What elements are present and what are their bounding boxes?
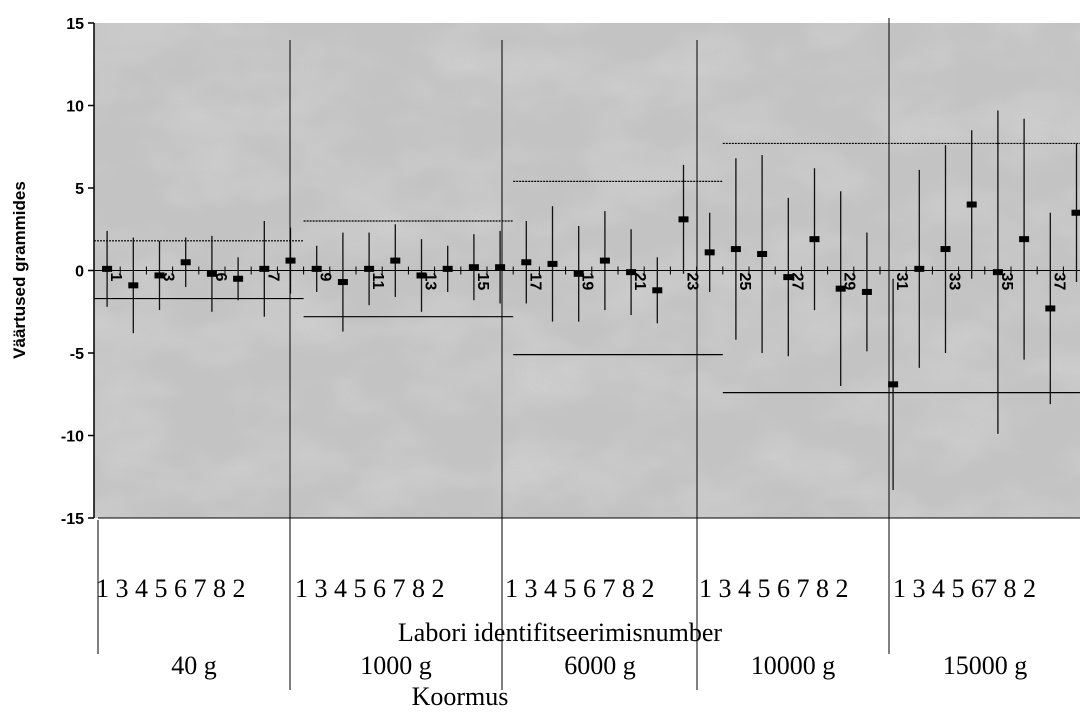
x-tick-label: 3 <box>160 273 177 282</box>
data-point-30 <box>861 288 872 295</box>
data-point-18 <box>547 260 558 267</box>
x-tick-label: 35 <box>998 273 1015 291</box>
lab-axis-label: Labori identifitseerimisnumber <box>398 618 723 647</box>
data-point-28 <box>809 236 820 243</box>
y-tick-label: -15 <box>61 511 84 528</box>
y-axis: 15 10 5 0 -5 -10 -15 <box>61 16 95 528</box>
data-point-31 <box>888 381 899 388</box>
data-point-13 <box>416 272 427 279</box>
x-tick-label: 11 <box>369 273 386 290</box>
data-point-4 <box>180 259 191 266</box>
data-point-22 <box>652 287 663 294</box>
data-point-29 <box>835 285 846 292</box>
data-point-26 <box>757 251 768 257</box>
x-tick-label: 23 <box>684 273 701 291</box>
y-tick-label: -5 <box>70 346 84 363</box>
lab-id-row-5: 1 3 4 5 67 8 2 <box>893 574 1036 603</box>
lab-id-row-3: 1 3 4 5 6 7 8 2 <box>505 574 655 603</box>
data-point-37 <box>1045 305 1056 312</box>
lab-id-row-4: 1 3 4 5 6 7 8 2 <box>699 574 849 603</box>
data-point-12 <box>390 257 401 264</box>
load-group-label-4: 10000 g <box>751 651 836 680</box>
load-group-label-5: 15000 g <box>943 651 1028 680</box>
data-point-7 <box>259 265 270 272</box>
data-point-10 <box>337 279 348 286</box>
x-tick-label: 33 <box>946 273 963 291</box>
x-tick-label: 9 <box>317 273 334 282</box>
x-tick-label: 15 <box>474 273 491 291</box>
y-tick-label: 0 <box>75 264 84 281</box>
y-axis-label: Väärtused grammides <box>10 181 29 359</box>
x-tick-label: 37 <box>1050 273 1067 291</box>
y-tick-label: -10 <box>61 429 84 446</box>
load-group-label-2: 1000 g <box>360 651 432 680</box>
data-point-35 <box>992 269 1003 276</box>
data-point-33 <box>940 246 951 253</box>
data-point-15 <box>468 264 479 271</box>
data-point-11 <box>364 265 375 272</box>
data-point-23 <box>678 216 689 223</box>
data-point-1 <box>102 265 113 272</box>
x-tick-label: 19 <box>579 273 596 291</box>
x-tick-label: 25 <box>736 273 753 291</box>
plot-layer: 13679111315171921232527293133353739 <box>93 18 1080 690</box>
data-point-6 <box>233 275 244 282</box>
data-point-34 <box>966 201 977 208</box>
lab-id-row-1: 1 3 4 5 6 7 8 2 <box>96 574 246 603</box>
x-tick-label: 7 <box>264 273 281 282</box>
lab-id-row-2: 1 3 4 5 6 7 8 2 <box>295 574 445 603</box>
data-point-19 <box>573 270 584 277</box>
data-point-25 <box>730 246 741 253</box>
lab-id-rows: 1 3 4 5 6 7 8 2 1 3 4 5 6 7 8 2 1 3 4 5 6 … <box>96 574 1036 603</box>
data-point-21 <box>626 269 637 276</box>
x-tick-label: 17 <box>526 273 543 291</box>
x-tick-label: 27 <box>788 273 805 291</box>
data-point-38 <box>1071 209 1080 216</box>
x-tick-label: 6 <box>212 273 229 282</box>
x-tick-label: 21 <box>631 273 648 291</box>
x-tick-label: 31 <box>893 273 910 291</box>
data-point-14 <box>442 265 453 272</box>
load-group-label-1: 40 g <box>171 651 217 680</box>
load-axis-label: Koormus <box>412 682 509 711</box>
data-point-5 <box>206 270 217 277</box>
load-group-label-3: 6000 g <box>564 651 636 680</box>
data-point-9 <box>311 265 322 272</box>
data-point-3 <box>154 272 165 279</box>
x-tick-label: 13 <box>422 273 439 291</box>
y-tick-label: 10 <box>66 99 84 116</box>
data-point-27 <box>783 274 794 281</box>
data-point-17 <box>521 259 532 266</box>
y-tick-label: 15 <box>66 16 84 33</box>
data-point-16 <box>495 264 506 271</box>
data-point-24 <box>704 249 715 256</box>
data-point-20 <box>599 257 610 264</box>
load-groups: 40 g 1000 g 6000 g 10000 g 15000 g <box>171 651 1027 680</box>
x-tick-label: 1 <box>107 273 124 282</box>
data-point-36 <box>1019 236 1030 243</box>
data-point-2 <box>128 282 139 289</box>
y-tick-label: 5 <box>75 181 84 198</box>
data-point-32 <box>914 265 925 272</box>
x-tick-label: 29 <box>841 273 858 291</box>
